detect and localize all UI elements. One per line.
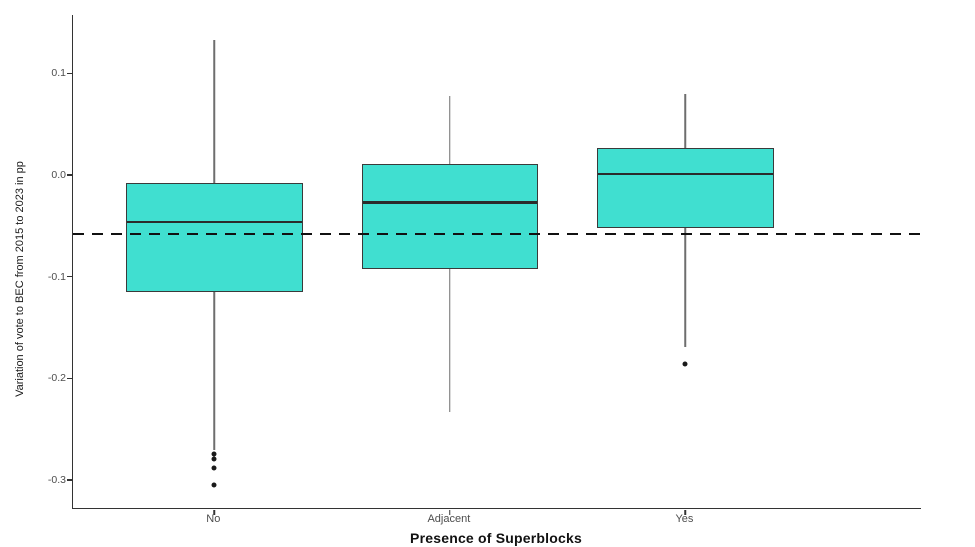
boxplot-box-adjacent	[361, 163, 539, 269]
whisker-upper-yes	[684, 93, 687, 148]
outlier-point-no	[211, 465, 217, 471]
whisker-upper-adjacent	[449, 95, 451, 164]
boxplot-box-yes	[597, 147, 774, 228]
x-tick-label-adjacent: Adjacent	[427, 513, 471, 525]
y-axis-tick-mark	[67, 174, 72, 176]
median-line-yes	[598, 172, 773, 176]
y-tick-label: -0.1	[47, 270, 66, 283]
x-axis-title: Presence of Superblocks	[410, 530, 582, 546]
whisker-lower-no	[213, 291, 216, 450]
y-axis-title: Variation of vote to BEC from 2015 to 20…	[14, 161, 26, 397]
median-line-adjacent	[362, 201, 538, 204]
y-axis-tick-mark	[67, 72, 72, 75]
y-tick-label: -0.3	[47, 474, 66, 487]
reference-dashed-line	[73, 232, 921, 236]
y-tick-label: 0.1	[51, 67, 66, 80]
x-tick-label-no: No	[206, 513, 221, 525]
outlier-point-no	[211, 456, 217, 462]
y-tick-label: -0.2	[47, 372, 66, 385]
whisker-upper-no	[213, 39, 216, 184]
y-axis-tick-mark	[67, 377, 72, 380]
whisker-lower-yes	[684, 227, 687, 347]
x-tick-label-yes: Yes	[675, 513, 694, 525]
y-axis-tick-mark	[67, 479, 72, 481]
y-axis-tick-mark	[67, 275, 72, 278]
median-line-no	[127, 220, 302, 223]
plot-panel	[67, 15, 921, 515]
outlier-point-no	[211, 482, 217, 488]
whisker-lower-adjacent	[449, 268, 451, 412]
x-axis-tick-mark	[684, 510, 687, 515]
boxplot-box-no	[126, 183, 303, 292]
outlier-point-yes	[682, 361, 688, 367]
y-tick-label: 0.0	[51, 168, 66, 181]
x-axis-tick-mark	[449, 510, 451, 515]
x-axis-tick-mark	[213, 510, 216, 515]
outlier-point-no	[211, 451, 217, 457]
